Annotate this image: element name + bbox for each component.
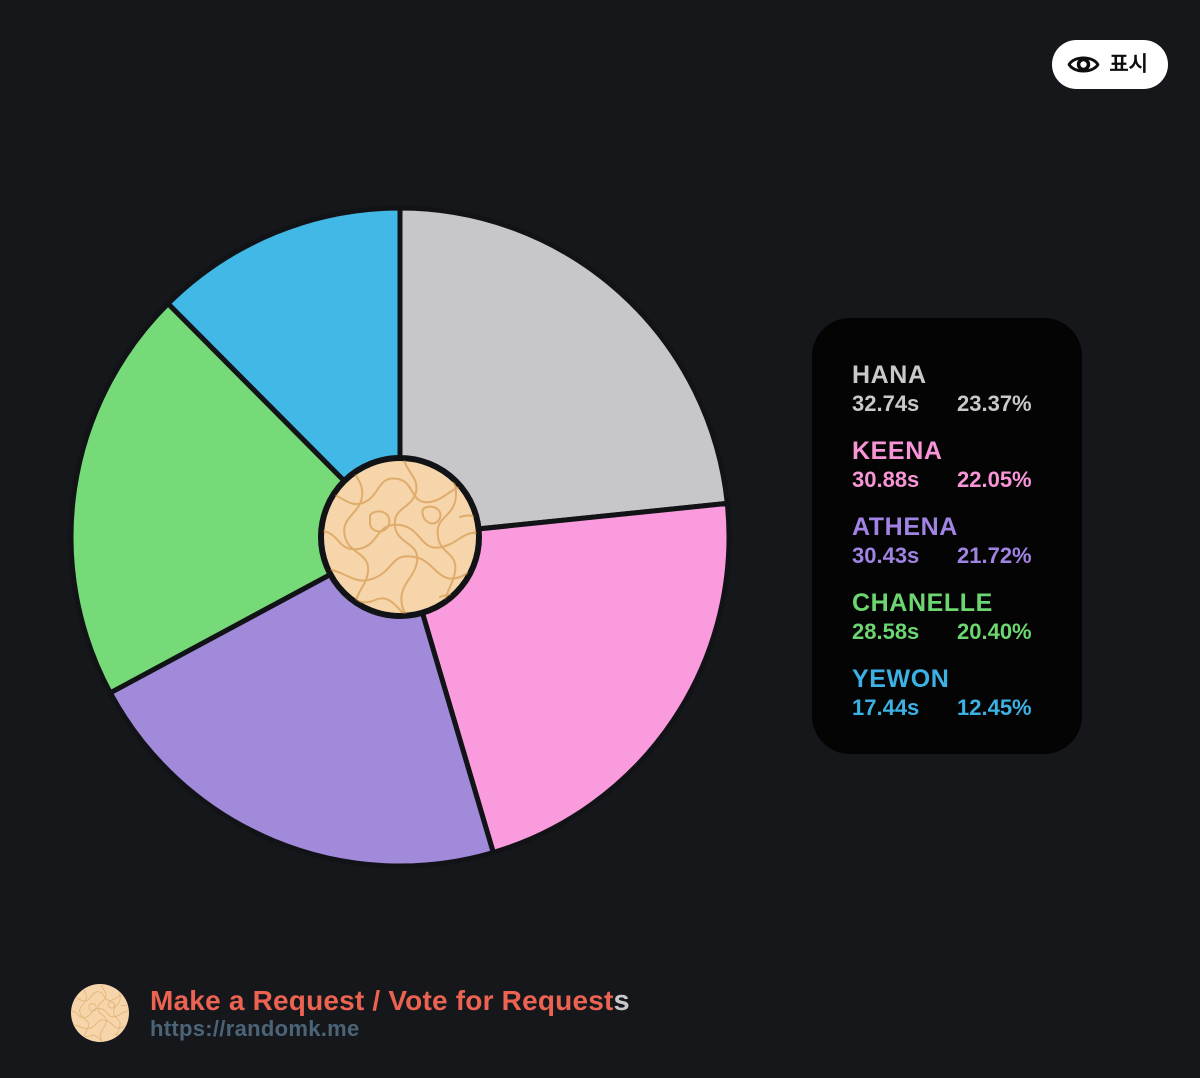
member-time: 32.74s (852, 391, 920, 416)
member-time: 28.58s (852, 619, 920, 644)
results-panel: HANA 32.74s 23.37% KEENA 30.88s 22.05% A… (812, 318, 1082, 754)
member-percent: 20.40% (957, 619, 1032, 644)
legend-row: ATHENA 30.43s 21.72% (852, 512, 1082, 570)
member-name: HANA (852, 361, 927, 389)
footer-title-suffix: s (613, 985, 630, 1017)
member-percent: 12.45% (957, 695, 1032, 720)
member-name: CHANELLE (852, 589, 993, 617)
eye-icon (1067, 56, 1100, 73)
member-time: 30.43s (852, 543, 920, 568)
footer-text: Make a Request / Vote for Requests https… (150, 985, 630, 1041)
visibility-toggle-button[interactable]: 표시 (1052, 40, 1168, 89)
legend-row: HANA 32.74s 23.37% (852, 360, 1082, 418)
member-name: ATHENA (852, 513, 958, 541)
pie-slice-keena (397, 500, 732, 855)
member-percent: 23.37% (957, 391, 1032, 416)
pie-center-circle (318, 455, 482, 619)
visibility-button-label: 표시 (1109, 53, 1148, 76)
footer-link[interactable]: Make a Request / Vote for Requests https… (71, 984, 630, 1042)
pie-slice-athena (107, 534, 496, 869)
pie-slice-yewon (165, 205, 403, 540)
pie-slice-chanelle (68, 301, 403, 696)
footer-title: Make a Request / Vote for Request (150, 985, 614, 1016)
footer-url: https://randomk.me (150, 1016, 360, 1041)
member-time: 17.44s (852, 695, 920, 720)
legend-row: YEWON 17.44s 12.45% (852, 664, 1082, 722)
pie-chart[interactable] (66, 203, 734, 871)
member-name: YEWON (852, 665, 950, 693)
member-name: KEENA (852, 437, 943, 465)
site-avatar-icon (71, 984, 129, 1042)
pie-slice-hana (397, 205, 730, 540)
legend-row: CHANELLE 28.58s 20.40% (852, 588, 1082, 646)
member-percent: 22.05% (957, 467, 1032, 492)
legend-row: KEENA 30.88s 22.05% (852, 436, 1082, 494)
member-time: 30.88s (852, 467, 920, 492)
member-percent: 21.72% (957, 543, 1032, 568)
